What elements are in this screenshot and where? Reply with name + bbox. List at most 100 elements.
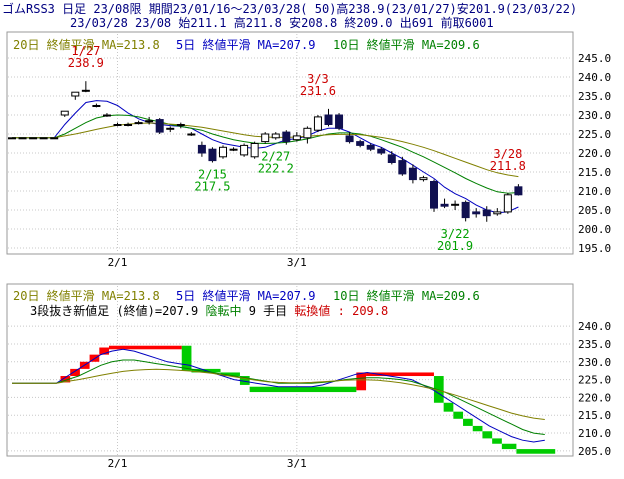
y-tick-label: 195.0 [578, 242, 611, 255]
status-part-count: 9 手目 [249, 304, 295, 318]
candle-body [451, 203, 460, 206]
candle-body [271, 133, 280, 139]
candle-body [176, 124, 185, 126]
y-tick-label: 235.0 [578, 338, 611, 351]
status-part-trend: 陰転中 [205, 303, 241, 318]
annotation-date: 3/28 [493, 147, 522, 161]
candle-body [366, 144, 375, 150]
candle-body [377, 148, 386, 154]
candle-body [408, 167, 417, 181]
candle-body [229, 148, 238, 151]
annotation-date: 2/15 [198, 168, 227, 182]
price-chart-x-axis: 2/1 3/1 [108, 256, 307, 269]
break-brick [433, 376, 444, 403]
candle-body [187, 133, 196, 136]
annotation-date: 1/27 [71, 44, 100, 58]
candle-body [345, 135, 354, 143]
break-chart-moving-averages [12, 348, 545, 443]
candle-body [60, 110, 69, 116]
candle-body [387, 154, 396, 163]
candle-body [292, 135, 301, 141]
candle-body [461, 201, 470, 219]
y-tick-label: 215.0 [578, 409, 611, 422]
y-tick-label: 240.0 [578, 320, 611, 333]
candle-body [124, 124, 133, 126]
y-tick-label: 230.0 [578, 109, 611, 122]
candle-body [356, 141, 365, 146]
annotation-value: 222.2 [258, 162, 294, 176]
candle-body [18, 137, 27, 140]
y-tick-label: 235.0 [578, 90, 611, 103]
y-tick-label: 225.0 [578, 374, 611, 387]
y-tick-label: 205.0 [578, 445, 611, 458]
break-brick [366, 372, 434, 377]
y-tick-label: 245.0 [578, 52, 611, 65]
candle-body [313, 116, 322, 131]
candle-body [50, 137, 59, 140]
status-part-reversal: 転換値 : 209.8 [294, 303, 388, 318]
candle-body [324, 114, 333, 125]
price-chart-annotations: 1/27238.92/15217.52/27222.23/3231.63/222… [68, 44, 526, 253]
moving-average-line [12, 100, 519, 214]
annotation-value: 231.6 [300, 84, 336, 98]
break-chart-legend: 20日 終値平滑 MA=213.8 5日 終値平滑 MA=207.9 10日 終… [13, 288, 480, 303]
break-chart-frame [6, 283, 574, 457]
break-brick [443, 402, 454, 412]
moving-average-line [12, 359, 545, 435]
break-brick [249, 386, 357, 393]
candle-body [335, 114, 344, 129]
candle-body [240, 144, 249, 156]
candle-body [8, 137, 16, 140]
break-brick [60, 376, 71, 383]
header-line-2: 23/03/28 23/08 始211.1 高211.8 安208.8 終209… [70, 15, 494, 30]
candle-body [419, 177, 428, 181]
status-part-method: 3段抜き新値足 (終値)=207.9 [30, 303, 205, 318]
break-brick [516, 449, 556, 454]
candle-body [39, 137, 48, 140]
break-brick [501, 443, 517, 450]
candle-body [71, 91, 80, 97]
annotation-value: 211.8 [490, 159, 526, 173]
y-tick-label: 230.0 [578, 356, 611, 369]
candle-body [166, 127, 175, 130]
moving-average-line [12, 348, 545, 443]
candle-body [134, 122, 143, 125]
candle-body [503, 194, 512, 213]
header-line-1: ゴムRSS3 日足 23/08限 期間23/01/16〜23/03/28( 50… [2, 1, 577, 16]
y-tick-label: 225.0 [578, 128, 611, 141]
y-tick-label: 210.0 [578, 185, 611, 198]
candle-body [493, 211, 502, 215]
break-brick [70, 368, 80, 377]
annotation-value: 217.5 [194, 180, 230, 194]
price-chart-y-axis: 195.0 200.0 205.0 210.0 215.0 220.0 225.0 230.0… [578, 52, 611, 255]
break-chart-x-axis: 2/1 3/1 [108, 457, 307, 470]
annotation-date: 2/27 [261, 150, 290, 164]
legend-20day: 20日 終値平滑 MA=213.8 [13, 37, 160, 52]
annotation-date: 3/22 [441, 227, 470, 241]
candle-body [29, 137, 38, 140]
candle-body [482, 209, 491, 217]
candle-body [92, 105, 101, 107]
break-brick [181, 345, 192, 371]
moving-average-line [12, 368, 545, 420]
break-brick [463, 418, 473, 426]
candle-body [440, 203, 449, 207]
price-chart-grid [8, 34, 573, 254]
price-chart-frame [6, 31, 574, 255]
candle-body [430, 181, 438, 209]
candle-body [514, 186, 523, 196]
candle-body [81, 89, 90, 92]
break-brick [220, 372, 240, 377]
break-brick [482, 431, 493, 439]
price-chart-legend: 20日 終値平滑 MA=213.8 5日 終値平滑 MA=207.9 10日 終… [13, 37, 480, 52]
candle-body [261, 133, 270, 143]
legend-10day-lower: 10日 終値平滑 MA=209.6 [333, 288, 480, 303]
y-tick-label: 240.0 [578, 71, 611, 84]
legend-5day: 5日 終値平滑 MA=207.9 [176, 37, 315, 52]
legend-20day-lower: 20日 終値平滑 MA=213.8 [13, 288, 160, 303]
candle-body [197, 144, 206, 154]
break-brick [356, 372, 367, 391]
break-brick [492, 438, 502, 444]
